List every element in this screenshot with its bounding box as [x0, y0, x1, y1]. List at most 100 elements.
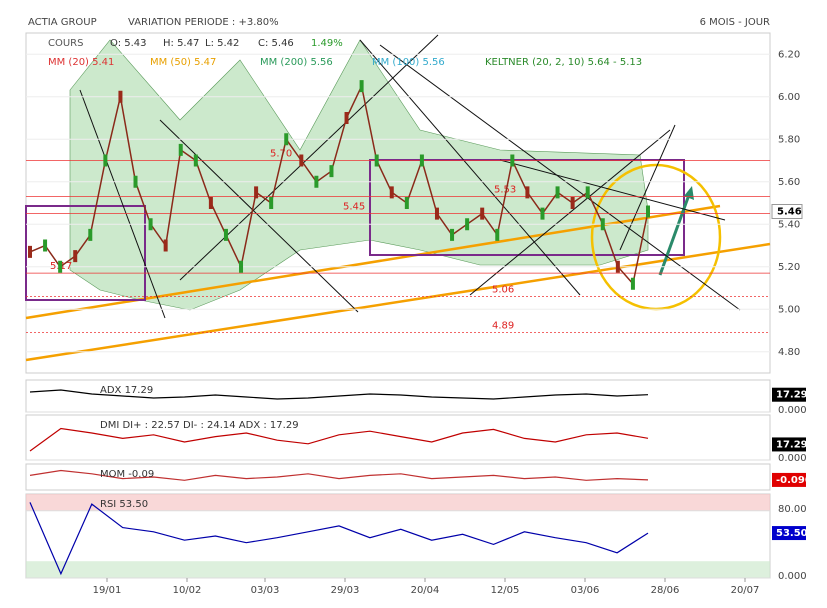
- level-label: 5.70: [270, 149, 292, 160]
- period: 6 MOIS - JOUR: [700, 17, 770, 28]
- candle: [329, 165, 334, 178]
- candle: [510, 154, 515, 167]
- panel-frame: [25, 463, 771, 491]
- candle: [118, 90, 123, 103]
- candle: [299, 154, 304, 167]
- x-tick-label: 12/05: [491, 585, 520, 596]
- candle: [254, 186, 259, 199]
- y-tick-label: 5.20: [778, 262, 800, 273]
- candle: [450, 228, 455, 241]
- candle: [434, 207, 439, 220]
- panel-label: DMI DI+ : 22.57 DI- : 24.14 ADX : 17.29: [100, 420, 299, 431]
- level-label: 5.45: [343, 202, 365, 213]
- legend-entry: MM (100) 5.56: [372, 57, 445, 68]
- level-label: 5.53: [494, 185, 516, 196]
- candle: [404, 197, 409, 209]
- candle: [465, 218, 470, 231]
- x-tick-label: 20/04: [411, 585, 440, 596]
- x-tick-label: 03/03: [251, 585, 280, 596]
- title: ACTIA GROUP: [28, 17, 97, 28]
- candle: [133, 175, 138, 188]
- price-line: [29, 83, 649, 286]
- x-tick-label: 03/06: [571, 585, 600, 596]
- candle: [28, 245, 32, 258]
- candle: [43, 239, 48, 252]
- variation: VARIATION PERIODE : +3.80%: [128, 17, 279, 28]
- candle: [419, 154, 424, 167]
- y-tick-label: 5.60: [778, 177, 800, 188]
- candle: [208, 197, 213, 209]
- candle: [239, 260, 244, 273]
- legend-entry: L: 5.42: [205, 38, 239, 49]
- y-tick-label: 5.80: [778, 134, 800, 145]
- panel-label: ADX 17.29: [100, 385, 153, 396]
- candle: [148, 218, 153, 231]
- last-value: 17.29: [776, 390, 808, 401]
- range-box: [25, 205, 146, 301]
- candle: [103, 154, 108, 167]
- candle: [359, 80, 364, 93]
- candle: [480, 207, 485, 220]
- last-value-box: [772, 387, 806, 402]
- drawn-lines: [79, 34, 741, 319]
- candle: [585, 186, 590, 199]
- candle: [615, 260, 620, 273]
- indicator-line: [29, 502, 649, 576]
- last-value-box: [772, 526, 806, 541]
- y-tick-label: 0.000: [778, 453, 807, 464]
- candle: [163, 239, 168, 252]
- y-tick-label: 6.20: [778, 49, 800, 60]
- oversold-zone: [26, 561, 770, 578]
- candle: [269, 197, 274, 209]
- candle: [389, 186, 394, 199]
- candle: [88, 228, 93, 241]
- main-frame: [25, 32, 771, 374]
- x-tick-label: 29/03: [331, 585, 360, 596]
- panel-label: MOM -0.09: [100, 469, 154, 480]
- legend-entry: C: 5.46: [258, 38, 294, 49]
- candle: [223, 228, 228, 241]
- overbought-zone: [26, 494, 770, 511]
- indicator-line: [29, 427, 649, 452]
- last-price-box: [771, 204, 803, 219]
- legend-entry: H: 5.47: [163, 38, 199, 49]
- arrow: [658, 191, 692, 276]
- candle: [73, 250, 78, 263]
- x-tick-label: 20/07: [731, 585, 760, 596]
- last-value: 53.50: [776, 528, 808, 539]
- trend-line: [25, 242, 771, 362]
- keltner-band: [69, 39, 649, 311]
- x-tick-label: 10/02: [173, 585, 202, 596]
- candle: [58, 260, 63, 273]
- last-value-box: [772, 437, 806, 452]
- candle: [600, 218, 605, 231]
- y-tick-label: 5.40: [778, 219, 800, 230]
- y-tick-label: 80.00: [778, 504, 807, 515]
- level-label: 5.06: [492, 285, 514, 296]
- last-price: 5.46: [777, 207, 802, 218]
- candle: [495, 228, 500, 241]
- y-tick-label: 5.00: [778, 304, 800, 315]
- last-value: -0.090: [776, 475, 812, 486]
- level-label: 4.89: [492, 321, 514, 332]
- candle: [630, 277, 635, 290]
- x-tick-label: 28/06: [651, 585, 680, 596]
- candle: [314, 175, 319, 188]
- candle: [570, 197, 575, 209]
- candle: [555, 186, 560, 199]
- candle: [284, 133, 289, 146]
- legend-entry: MM (20) 5.41: [48, 57, 114, 68]
- legend-entry: O: 5.43: [110, 38, 147, 49]
- candle: [646, 205, 650, 218]
- legend-entry: MM (50) 5.47: [150, 57, 216, 68]
- y-tick-label: 0.000: [778, 405, 807, 416]
- legend-entry: COURS: [48, 38, 83, 49]
- last-value-box: [772, 472, 806, 487]
- x-tick-label: 19/01: [93, 585, 122, 596]
- last-value: 17.29: [776, 439, 808, 450]
- y-tick-label: 4.80: [778, 347, 800, 358]
- legend-entry: MM (200) 5.56: [260, 57, 333, 68]
- candle: [178, 143, 183, 156]
- candle: [374, 154, 379, 167]
